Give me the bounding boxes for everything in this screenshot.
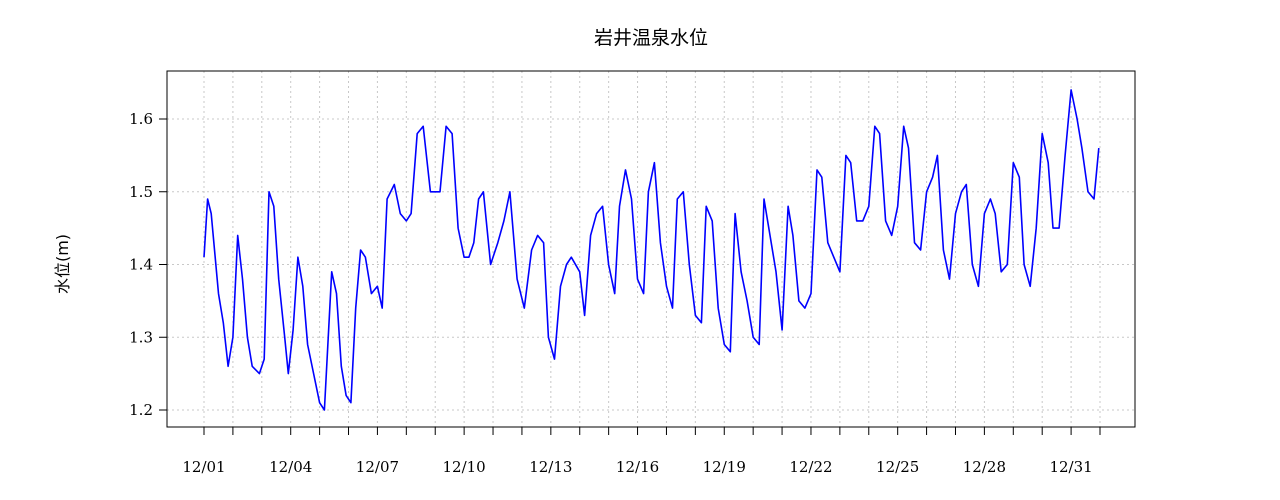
grid [167,71,1135,427]
x-tick-label: 12/16 [616,458,659,476]
series-line [203,89,1100,411]
y-tick-label: 1.5 [129,183,153,201]
x-axis: 12/01 12/04 12/07 12/10 12/13 12/16 12/19 12/22… [182,427,1101,476]
y-tick-label: 1.6 [129,110,153,128]
y-axis: 1.2 1.3 1.4 1.5 1.6 [129,110,167,419]
x-tick-label: 12/19 [703,458,746,476]
x-tick-label: 12/25 [876,458,919,476]
x-tick-label: 12/31 [1049,458,1092,476]
y-axis-label: 水位(m) [53,234,72,294]
x-tick-label: 12/10 [443,458,486,476]
y-tick-label: 1.3 [129,328,153,346]
x-tick-label: 12/22 [789,458,832,476]
chart-title: 岩井温泉水位 [594,27,708,49]
y-tick-label: 1.4 [129,256,153,274]
plot-frame [166,70,1136,428]
x-tick-label: 12/01 [182,458,225,476]
x-tick-label: 12/07 [356,458,399,476]
x-tick-label: 12/28 [963,458,1006,476]
x-tick-label: 12/04 [269,458,312,476]
x-tick-label: 12/13 [529,458,572,476]
series-group [203,89,1100,411]
y-tick-label: 1.2 [129,401,153,419]
